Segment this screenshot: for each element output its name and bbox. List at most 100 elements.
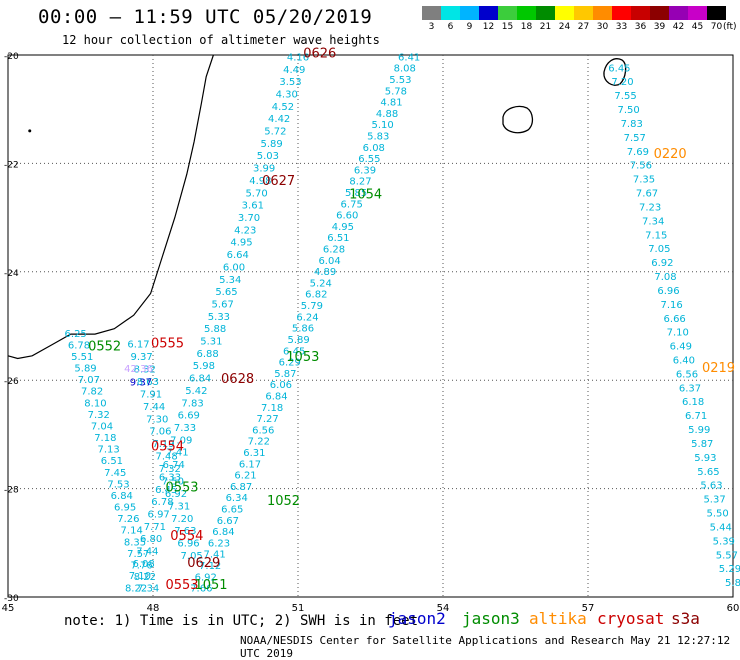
- satellite-legend-jason2: jason2: [388, 609, 446, 628]
- swh-value: 6.45: [608, 63, 630, 74]
- swh-value: 6.60: [336, 211, 358, 222]
- pass-time-label: 0219: [702, 361, 735, 376]
- swh-value: 5.8: [725, 578, 740, 589]
- satellite-legend-altika: altika: [529, 609, 587, 628]
- swh-value: 7.57: [127, 549, 149, 560]
- pass-time-label: 0554: [151, 440, 184, 455]
- pass-time-label: 1054: [349, 188, 382, 203]
- swh-value: 7.12: [199, 561, 221, 572]
- swh-value: 7.35: [633, 175, 655, 186]
- swh-value: 7.04: [91, 421, 113, 432]
- islet-marker: [28, 129, 32, 133]
- colorbar-swatch: [593, 6, 612, 20]
- legend-note: note: 1) Time is in UTC; 2) SWH is in fe…: [64, 613, 419, 629]
- swh-value: 5.87: [691, 439, 713, 450]
- swh-value: 7.41: [166, 448, 188, 459]
- swh-value: 6.17: [127, 340, 149, 351]
- swh-value: 4.30: [276, 89, 298, 100]
- colorbar-label: 21: [539, 22, 552, 32]
- credit-line: NOAA/NESDIS Center for Satellite Applica…: [240, 634, 731, 660]
- swh-value: 7.18: [94, 433, 116, 444]
- swh-value: 7.41: [203, 550, 225, 561]
- swh-value: 5.65: [215, 287, 237, 298]
- swh-value: 7.19: [152, 439, 174, 450]
- swh-value: 7.05: [181, 551, 203, 562]
- swh-value: 7.22: [248, 437, 270, 448]
- swh-value: 7.71: [144, 522, 166, 533]
- pass-time-label: 0629: [187, 556, 220, 571]
- swh-value: 6.04: [318, 256, 340, 267]
- swh-value: 6.87: [230, 482, 252, 493]
- map-subtitle: 12 hour collection of altimeter wave hei…: [62, 33, 380, 47]
- swh-value: 5.44: [710, 522, 732, 533]
- swh-value: 5.89: [287, 335, 309, 346]
- swh-value: 6.17: [239, 459, 261, 470]
- swh-value: 5.86: [292, 324, 314, 335]
- swh-value: 7.16: [660, 300, 682, 311]
- colorbar-swatch: [479, 6, 498, 20]
- swh-value: 4.52: [272, 102, 294, 113]
- pass-time-label: 1051: [194, 578, 227, 593]
- swh-value: 6.92: [165, 489, 187, 500]
- satellite-legend-s3a: s3a: [671, 609, 700, 628]
- swh-value: 9.37: [130, 352, 152, 363]
- colorbar-label: 36: [634, 22, 647, 32]
- pass-time-label: 0552: [88, 339, 121, 354]
- colorbar-label: 18: [520, 22, 533, 32]
- swh-value: 6.84: [212, 527, 234, 538]
- swh-value: 5.83: [367, 132, 389, 143]
- swh-value: 6.28: [323, 245, 345, 256]
- madagascar-coastline: [7, 54, 214, 360]
- swh-value: 8.63: [137, 377, 159, 388]
- swh-value: 6.92: [195, 572, 217, 583]
- swh-value: 6.66: [664, 314, 686, 325]
- swh-value: 7.32: [159, 464, 181, 475]
- swh-value: 6.34: [226, 493, 248, 504]
- swh-value: 5.67: [212, 299, 234, 310]
- swh-value: 7.27: [257, 414, 279, 425]
- swh-value: 8.10: [84, 398, 106, 409]
- longitude-tick-label: 48: [147, 603, 160, 614]
- swh-value: 6.84: [265, 391, 287, 402]
- swh-value: 4.81: [380, 98, 402, 109]
- swh-value: 5.51: [71, 352, 93, 363]
- colorbar-swatch: [555, 6, 574, 20]
- swh-value: 6.08: [132, 559, 154, 570]
- colorbar-label: 39: [653, 22, 666, 32]
- longitude-tick-label: 57: [582, 603, 595, 614]
- swh-value: 6.41: [398, 52, 420, 63]
- swh-value: 7.20: [611, 77, 633, 88]
- swh-value: 5.99: [688, 425, 710, 436]
- swh-value: 6.23: [208, 538, 230, 549]
- swh-value: 6.64: [227, 250, 249, 261]
- swh-value: 7.82: [81, 387, 103, 398]
- swh-value: 5.89: [261, 139, 283, 150]
- pass-time-label: 0554: [170, 529, 203, 544]
- swh-value: 5.70: [245, 188, 267, 199]
- swh-highlight-value: 9.37: [130, 378, 152, 389]
- pass-time-label: 0627: [262, 174, 295, 189]
- colorbar-label: 27: [577, 22, 590, 32]
- swh-value: 7.57: [624, 133, 646, 144]
- swh-value: 7.53: [107, 479, 129, 490]
- swh-value: 5.85: [345, 188, 367, 199]
- swh-value: 6.84: [111, 491, 133, 502]
- colorbar-label: 3: [428, 22, 435, 32]
- swh-value: 4.95: [230, 238, 252, 249]
- swh-value: 5.33: [208, 312, 230, 323]
- swh-value: 8.32: [134, 365, 156, 376]
- colorbar-label: 9: [466, 22, 473, 32]
- swh-value: 6.08: [363, 143, 385, 154]
- swh-value: 6.74: [163, 460, 185, 471]
- swh-value: 3.70: [238, 213, 260, 224]
- swh-value: 7.34: [642, 216, 664, 227]
- latitude-tick-label: -28: [4, 486, 19, 496]
- swh-value: 6.25: [65, 329, 87, 340]
- swh-value: 6.06: [270, 380, 292, 391]
- swh-value: 7.56: [630, 161, 652, 172]
- swh-value: 7.44: [136, 547, 158, 558]
- swh-value: 6.45: [283, 346, 305, 357]
- swh-value: 6.00: [223, 262, 245, 273]
- colorbar-swatch: [574, 6, 593, 20]
- swh-value: 6.96: [657, 286, 679, 297]
